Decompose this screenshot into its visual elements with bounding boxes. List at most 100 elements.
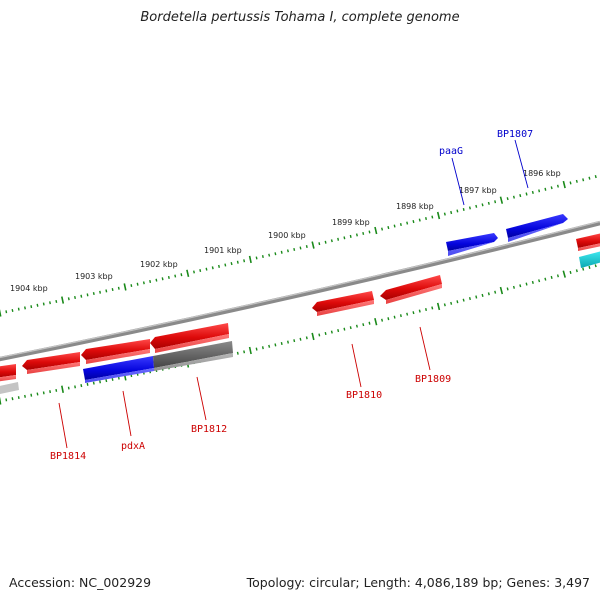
inner-ruler-minor-tick [588,265,591,269]
inner-ruler-minor-tick [42,391,45,395]
outer-ruler-minor-tick [399,223,402,227]
outer-ruler-minor-tick [506,197,509,201]
inner-ruler-minor-tick [236,351,239,355]
outer-ruler-minor-tick [462,207,465,211]
gene-BP1814[interactable] [22,352,80,374]
label-BP1812[interactable]: BP1812 [191,424,227,435]
outer-ruler-major-tick [499,196,504,204]
outer-ruler-minor-tick [550,186,553,190]
inner-ruler-minor-tick [538,279,541,283]
outer-ruler-minor-tick [117,286,120,290]
ruler-label-1900: 1900 kbp [268,231,306,240]
inner-ruler-minor-tick [387,317,390,321]
outer-ruler-minor-tick [167,275,170,279]
inner-ruler-major-tick [562,270,566,278]
label-pdxA[interactable]: pdxA [121,441,145,452]
inner-ruler-minor-tick [49,390,51,394]
inner-ruler-minor-tick [519,284,522,288]
outer-ruler-minor-tick [205,267,208,271]
outer-ruler-minor-tick [161,277,164,281]
genome-backbone [0,220,600,362]
outer-ruler-minor-tick [49,301,51,305]
outer-ruler-minor-tick [86,293,89,297]
outer-ruler-minor-tick [286,249,289,253]
outer-ruler-minor-tick [443,212,446,216]
gene-BP1812-upper[interactable] [150,323,229,353]
outer-ruler-minor-tick [180,273,183,277]
inner-ruler-minor-tick [11,397,14,401]
outer-ruler-minor-tick [280,250,283,254]
ruler-label-1896: 1896 kbp [523,169,561,178]
gene-BP1812[interactable] [153,341,233,371]
outer-ruler-minor-tick [481,203,484,207]
gene-left-edge-red[interactable] [0,364,16,382]
inner-ruler-minor-tick [349,326,352,330]
inner-ruler-minor-tick [330,330,333,334]
outer-ruler-minor-tick [174,274,177,278]
inner-ruler-minor-tick [255,347,258,351]
label-paaG[interactable]: paaG [439,146,463,157]
inner-ruler-minor-tick [462,298,465,302]
outer-ruler-minor-tick [218,264,220,268]
outer-ruler-minor-tick [456,209,459,213]
gene-BP1810[interactable] [312,291,374,316]
outer-ruler-minor-tick [393,224,396,228]
inner-ruler-minor-tick [506,287,509,291]
label-BP1807[interactable]: BP1807 [497,129,533,140]
outer-ruler-major-tick [61,296,65,304]
outer-ruler-minor-tick [243,259,246,263]
outer-ruler-minor-tick [450,210,453,215]
inner-ruler-minor-tick [86,382,89,386]
leader-BP1812 [196,376,207,421]
inner-ruler-minor-tick [105,379,108,383]
gene-BP1813[interactable] [81,339,150,364]
outer-ruler-minor-tick [11,308,14,312]
inner-ruler-minor-tick [5,398,8,402]
inner-ruler-minor-tick [475,295,478,299]
inner-ruler-minor-tick [293,339,296,343]
gene-BP1807[interactable] [506,214,568,242]
inner-ruler-minor-tick [99,380,101,384]
outer-ruler-minor-tick [556,184,559,188]
leader-paaG [451,157,465,206]
inner-ruler-minor-tick [305,336,308,340]
outer-ruler-minor-tick [136,282,139,286]
outer-ruler-minor-tick [431,215,434,219]
outer-ruler-minor-tick [99,290,101,294]
outer-ruler-minor-tick [193,270,195,274]
inner-ruler-minor-tick [481,293,484,297]
outer-ruler-minor-tick [230,262,233,266]
label-BP1810[interactable]: BP1810 [346,390,382,401]
outer-ruler-minor-tick [368,230,371,234]
inner-ruler-minor-tick [399,314,402,318]
gene-right-edge-cyan[interactable] [579,251,600,268]
outer-ruler-minor-tick [525,192,528,196]
outer-ruler-minor-tick [588,176,591,180]
outer-ruler-minor-tick [381,227,384,231]
gene-left-edge-gray[interactable] [0,382,19,395]
outer-ruler-minor-tick [337,237,340,241]
inner-ruler-minor-tick [381,318,384,322]
inner-ruler-minor-tick [243,350,246,354]
inner-ruler-minor-tick [362,323,365,327]
outer-ruler-major-tick [0,309,2,317]
inner-ruler-minor-tick [544,277,547,281]
outer-ruler-minor-tick [5,310,8,314]
label-BP1809[interactable]: BP1809 [415,374,451,385]
gene-BP1809[interactable] [380,275,442,304]
outer-ruler-minor-tick [274,252,277,256]
label-BP1814[interactable]: BP1814 [50,451,86,462]
inner-ruler-minor-tick [337,329,340,333]
inner-ruler-minor-tick [406,312,409,316]
gene-pdxA[interactable] [83,356,154,383]
genome-backbone-highlight [0,220,600,359]
outer-ruler-minor-tick [468,206,471,210]
outer-ruler-minor-tick [531,190,534,194]
gene-paaG[interactable] [446,233,498,256]
inner-ruler-minor-tick [450,301,453,305]
inner-ruler-minor-tick [487,292,490,296]
inner-ruler-minor-tick [30,393,33,397]
inner-ruler-minor-tick [318,333,321,337]
gene-right-edge-red[interactable] [576,233,600,251]
outer-ruler-minor-tick [324,240,327,244]
